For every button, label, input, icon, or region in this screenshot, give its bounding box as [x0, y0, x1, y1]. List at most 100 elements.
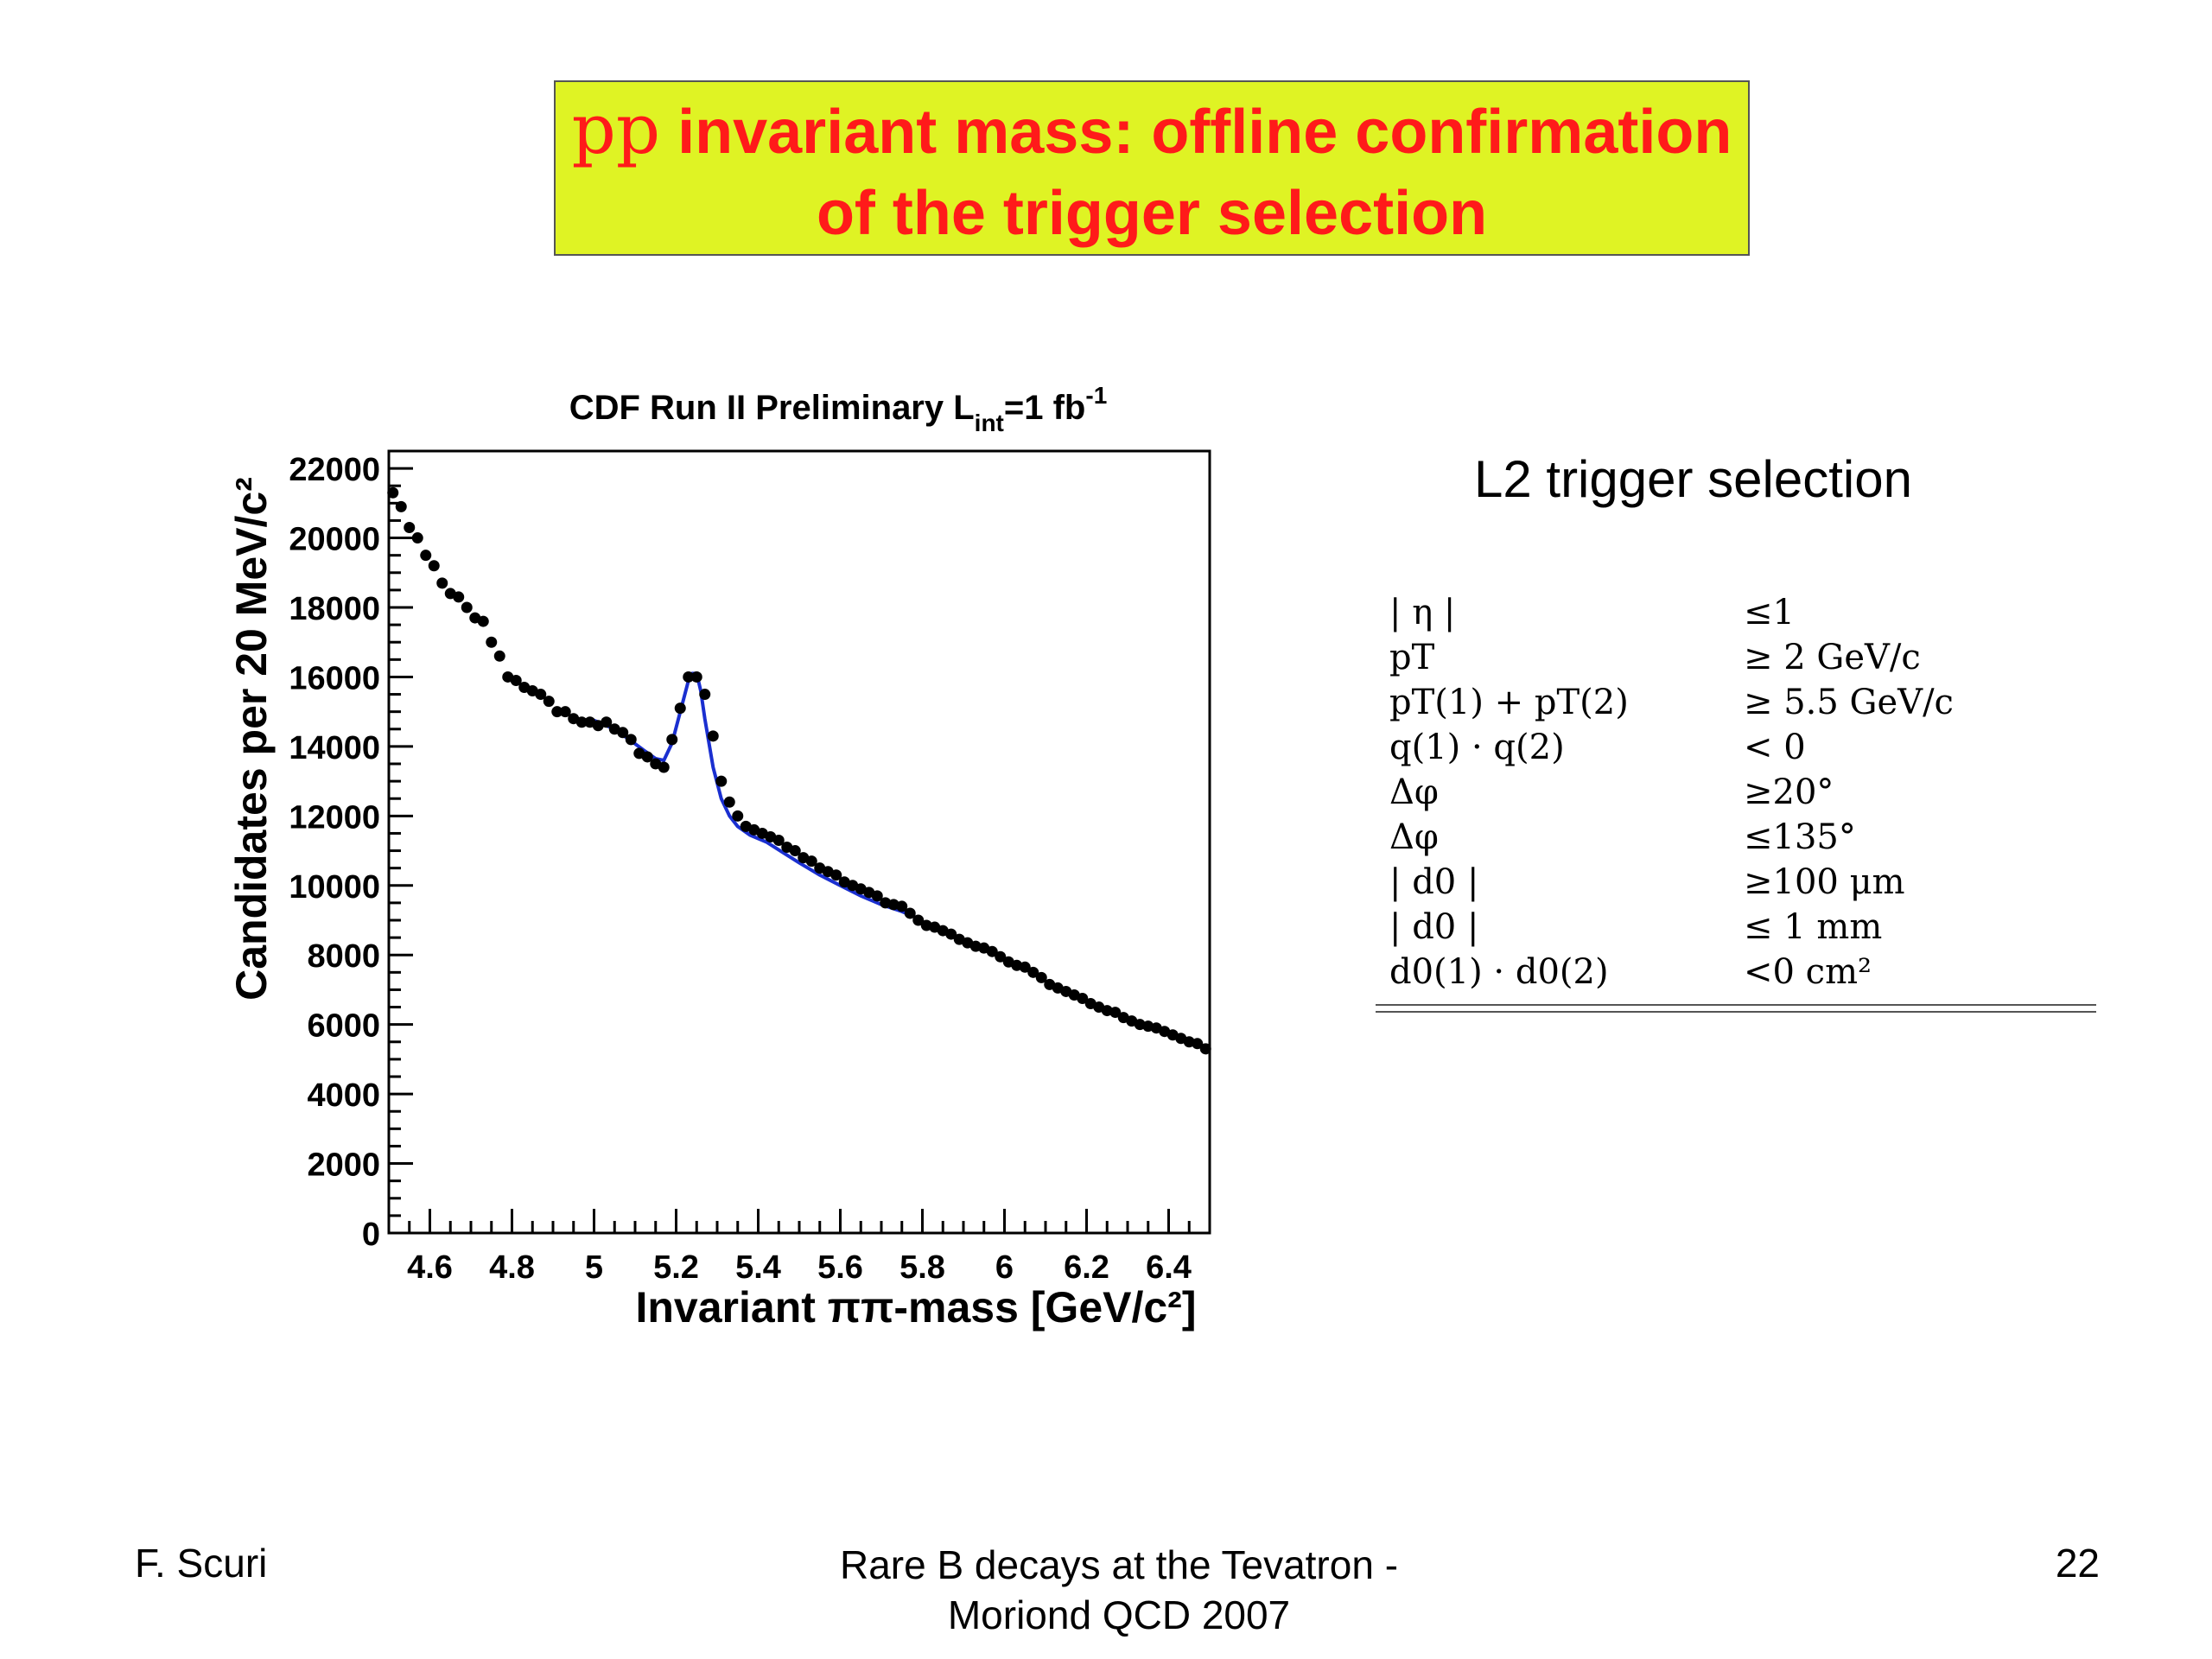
data-point: [510, 674, 522, 686]
footer-author: F. Scuri: [135, 1541, 268, 1586]
x-tick-label: 5.6: [817, 1249, 863, 1286]
data-point: [387, 486, 399, 499]
cut-value: ≥100 μm: [1744, 862, 1905, 902]
data-point: [995, 950, 1007, 963]
data-point: [625, 734, 637, 746]
data-point: [871, 890, 883, 902]
footer-talk-title-line2: Moriond QCD 2007: [947, 1592, 1291, 1637]
footer-talk-title-line1: Rare B decays at the Tevatron -: [839, 1542, 1399, 1587]
data-point: [772, 834, 785, 846]
data-point: [789, 845, 801, 857]
y-tick-label: 0: [362, 1217, 380, 1253]
y-tick-label: 20000: [289, 522, 380, 558]
data-point: [411, 532, 423, 544]
cut-variable: Δφ: [1389, 772, 1439, 812]
chart-title-sup: -1: [1085, 382, 1107, 409]
chart-title: CDF Run II Preliminary Lint=1 fb-1: [569, 382, 1108, 436]
x-tick-label: 4.6: [407, 1249, 453, 1286]
title-symbol: pp: [571, 89, 661, 169]
data-point: [805, 855, 817, 868]
data-point: [543, 696, 555, 708]
y-axis-label: Candidates per 20 MeV/c²: [227, 477, 276, 1001]
data-point: [912, 914, 925, 926]
data-point: [658, 761, 670, 773]
footer-talk-title: Rare B decays at the Tevatron - Moriond …: [760, 1540, 1478, 1640]
chart-title-rest: =1 fb: [1004, 389, 1085, 427]
x-tick-label: 5: [585, 1249, 603, 1286]
data-point: [428, 560, 440, 572]
table-rule-bottom: [1376, 1011, 2096, 1013]
data-point: [707, 730, 719, 742]
data-point: [617, 727, 629, 739]
slide-title-line2: of the trigger selection: [816, 179, 1488, 248]
data-point: [420, 550, 432, 562]
data-point: [732, 810, 744, 822]
data-point: [986, 945, 998, 957]
y-tick-label: 18000: [289, 591, 380, 627]
page-number: 22: [2055, 1541, 2100, 1586]
fit-curve: [593, 671, 924, 922]
data-point: [1109, 1007, 1122, 1019]
cut-value: ≥20°: [1744, 772, 1834, 812]
cut-variable: d0(1) · d0(2): [1389, 952, 1609, 992]
x-tick-label: 5.8: [899, 1249, 945, 1286]
data-point: [486, 636, 498, 648]
cut-variable: q(1) · q(2): [1389, 728, 1565, 767]
data-points: [387, 486, 1211, 1055]
data-point: [715, 775, 728, 787]
data-point: [723, 796, 735, 808]
cut-value: ≤135°: [1744, 817, 1856, 857]
data-point: [683, 671, 695, 683]
table-rule-top: [1376, 1004, 2096, 1006]
data-point: [461, 601, 473, 613]
data-point: [1077, 993, 1089, 1004]
cut-value: < 0: [1744, 728, 1806, 767]
y-tick-label: 14000: [289, 730, 380, 766]
cut-variable: pT(1) + pT(2): [1389, 683, 1629, 722]
y-tick-label: 12000: [289, 799, 380, 836]
y-tick-label: 22000: [289, 452, 380, 488]
cut-value: ≤ 1 mm: [1744, 907, 1883, 947]
title-text-line1: invariant mass: offline confirmation: [677, 98, 1732, 167]
data-point: [535, 689, 547, 701]
data-point: [477, 615, 489, 627]
data-point: [575, 716, 588, 728]
y-axis: 0 2000 4000 6000 8000 10000 12000 14000 16000 180…: [289, 452, 413, 1253]
cut-variable: | d0 |: [1389, 862, 1479, 902]
x-tick-label: 5.4: [735, 1249, 781, 1286]
trigger-heading: L2 trigger selection: [1474, 450, 1912, 508]
data-point: [666, 734, 678, 746]
data-point: [453, 591, 465, 603]
x-tick-label: 6.4: [1146, 1249, 1192, 1286]
data-point: [601, 716, 613, 728]
data-point: [404, 521, 416, 533]
data-point: [699, 689, 711, 701]
cut-variable: pT: [1389, 638, 1435, 677]
data-point: [1019, 961, 1031, 973]
data-point: [1027, 966, 1039, 978]
data-point: [830, 869, 842, 881]
x-axis: 4.6 4.8 5 5.2 5.4 5.6 5.8 6 6.2 6.4: [387, 1209, 1211, 1286]
slide-title-line1: pp invariant mass: offline confirmation: [556, 89, 1748, 173]
cut-variable: | d0 |: [1389, 907, 1479, 947]
y-tick-label: 6000: [307, 1008, 380, 1045]
data-point: [493, 650, 505, 662]
y-tick-label: 10000: [289, 869, 380, 906]
cut-value: ≤1: [1744, 593, 1795, 632]
y-tick-label: 4000: [307, 1077, 380, 1114]
y-tick-label: 8000: [307, 938, 380, 975]
data-point: [896, 900, 908, 912]
y-tick-label: 2000: [307, 1147, 380, 1184]
cut-value: ≥ 2 GeV/c: [1744, 638, 1921, 677]
data-point: [945, 928, 957, 940]
chart-title-main: CDF Run II Preliminary L: [569, 389, 975, 427]
data-point: [559, 706, 571, 718]
y-tick-label: 16000: [289, 660, 380, 696]
data-point: [641, 751, 653, 763]
slide-title: pp invariant mass: offline confirmation …: [554, 80, 1750, 256]
cut-value: <0 cm²: [1744, 952, 1872, 992]
data-point: [904, 907, 916, 919]
data-point: [1035, 971, 1047, 983]
cut-value: ≥ 5.5 GeV/c: [1744, 683, 1954, 722]
